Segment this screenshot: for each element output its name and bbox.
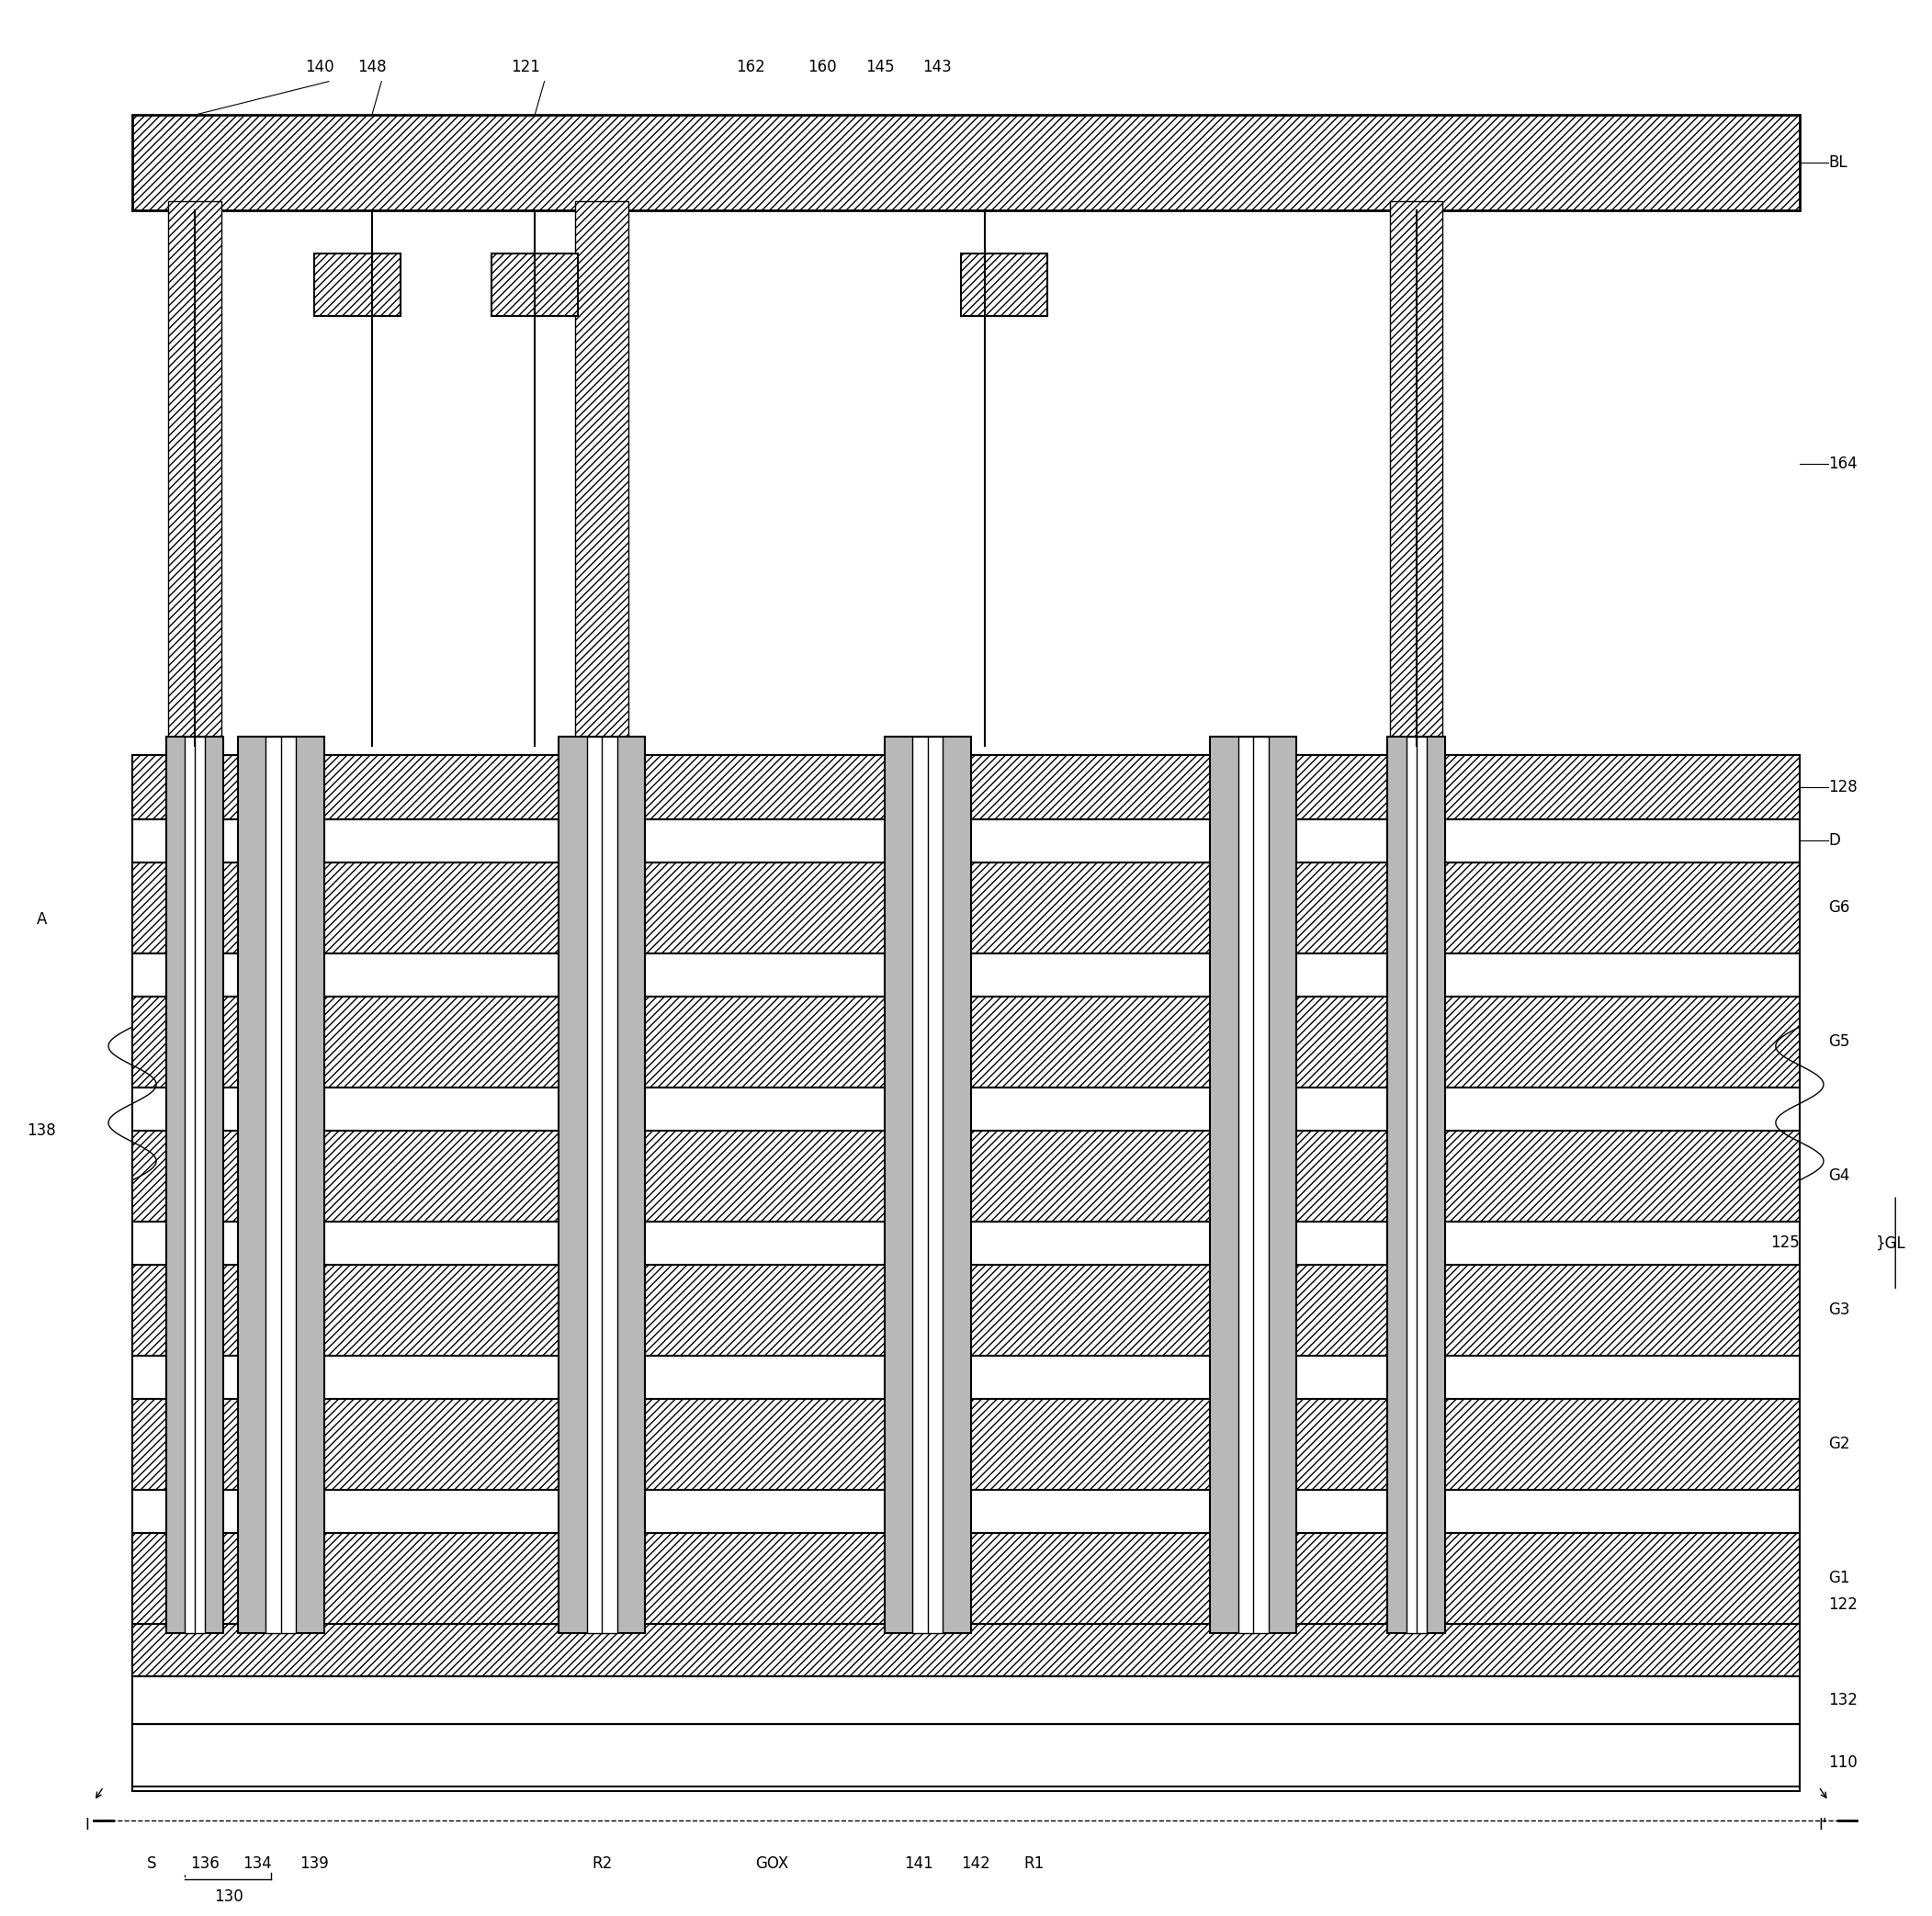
Bar (1238, 736, 1269, 1632)
Bar (133, 1357, 1799, 1399)
Text: 110: 110 (1828, 1755, 1857, 1770)
Text: 121: 121 (510, 59, 541, 75)
Bar (133, 820, 1799, 862)
Bar (133, 862, 1799, 952)
Text: G6: G6 (1828, 899, 1849, 916)
Bar (133, 755, 1799, 820)
Text: S: S (147, 1855, 156, 1872)
Bar (133, 996, 1799, 1088)
Text: BL: BL (1828, 155, 1847, 171)
Text: 162: 162 (736, 59, 765, 75)
Bar (885, 736, 970, 1632)
Bar (315, 255, 400, 316)
Bar (267, 736, 296, 1632)
Text: R1: R1 (1024, 1855, 1043, 1872)
Text: 128: 128 (1828, 780, 1857, 795)
Text: GOX: GOX (755, 1855, 788, 1872)
Text: G5: G5 (1828, 1033, 1849, 1050)
Text: G1: G1 (1828, 1569, 1851, 1586)
Text: }GL: }GL (1876, 1234, 1907, 1251)
Text: I: I (85, 1816, 89, 1834)
Bar (185, 736, 205, 1632)
Text: 139: 139 (299, 1855, 328, 1872)
Text: 136: 136 (189, 1855, 218, 1872)
Bar (962, 255, 1047, 316)
Bar (493, 255, 578, 316)
Bar (1389, 201, 1443, 755)
Bar (587, 736, 616, 1632)
Text: 141: 141 (904, 1855, 933, 1872)
Text: 145: 145 (866, 59, 895, 75)
Text: 125: 125 (1772, 1234, 1801, 1251)
Bar (168, 201, 220, 755)
Text: G4: G4 (1828, 1167, 1849, 1184)
Bar (133, 1724, 1799, 1791)
Bar (133, 115, 1799, 211)
Bar (1387, 736, 1445, 1632)
Bar (576, 201, 628, 755)
Text: 160: 160 (808, 59, 837, 75)
Text: G2: G2 (1828, 1435, 1851, 1452)
Bar (238, 736, 325, 1632)
Text: 140: 140 (305, 59, 334, 75)
Text: 132: 132 (1828, 1692, 1859, 1709)
Text: D: D (1828, 832, 1839, 849)
Text: A: A (37, 912, 46, 927)
Text: R2: R2 (593, 1855, 612, 1872)
Bar (133, 1222, 1799, 1265)
Text: 130: 130 (214, 1889, 243, 1905)
Bar (133, 1265, 1799, 1357)
Bar (133, 1086, 1799, 1130)
Bar (1406, 736, 1426, 1632)
Bar (1209, 736, 1296, 1632)
Text: 148: 148 (357, 59, 386, 75)
Bar (166, 736, 224, 1632)
Bar (133, 952, 1799, 996)
Bar (133, 1533, 1799, 1625)
Text: G3: G3 (1828, 1301, 1851, 1318)
Text: I': I' (1818, 1816, 1828, 1834)
Text: 142: 142 (962, 1855, 991, 1872)
Text: 134: 134 (243, 1855, 272, 1872)
Bar (912, 736, 943, 1632)
Text: 143: 143 (923, 59, 952, 75)
Bar (133, 1491, 1799, 1533)
Bar (133, 1399, 1799, 1491)
Bar (133, 1676, 1799, 1724)
Text: 138: 138 (27, 1123, 56, 1138)
Bar (133, 1130, 1799, 1222)
Text: 164: 164 (1828, 456, 1857, 471)
Text: 122: 122 (1828, 1596, 1859, 1613)
Bar (558, 736, 645, 1632)
Bar (133, 1625, 1799, 1676)
